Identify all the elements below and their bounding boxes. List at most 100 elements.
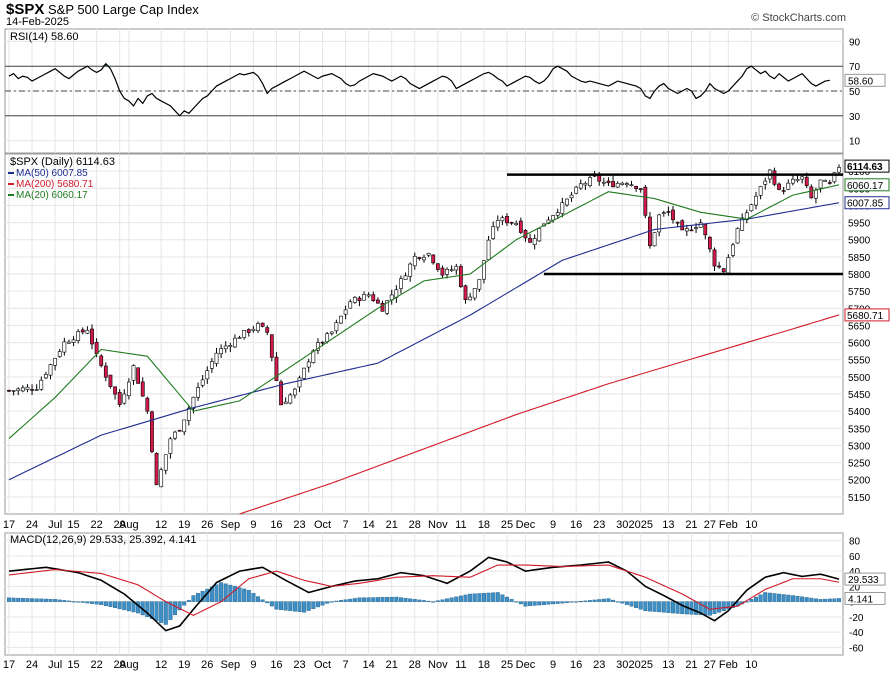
candle	[343, 305, 348, 320]
candle-body	[528, 238, 532, 243]
candle	[62, 337, 67, 356]
candle-body	[302, 367, 307, 379]
price-tick-label: 5600	[848, 339, 871, 350]
candle-body	[48, 364, 53, 376]
macd-histogram-bar	[417, 599, 422, 602]
macd-histogram-bar	[62, 600, 67, 602]
macd-histogram-bar	[80, 601, 85, 603]
candle-body	[818, 179, 823, 189]
macd-histogram-bar	[20, 598, 25, 602]
macd-tick-label: -40	[849, 628, 864, 639]
x-tick-label: Aug	[119, 659, 139, 671]
macd-histogram-bar	[246, 589, 251, 602]
chart-date: 14-Feb-2025	[6, 16, 69, 28]
candle-body	[758, 186, 763, 196]
macd-histogram-bar	[721, 601, 726, 611]
candle	[435, 263, 440, 272]
candle	[652, 232, 657, 247]
candle	[417, 256, 422, 261]
macd-histogram-bar	[588, 600, 593, 602]
macd-histogram-bar	[445, 598, 450, 602]
candle-body	[136, 367, 141, 384]
macd-histogram-bar	[6, 597, 11, 602]
candle-body	[339, 315, 343, 324]
candle-body	[362, 294, 366, 301]
macd-histogram-bar	[66, 600, 71, 602]
rsi-value-label: 58.60	[848, 76, 873, 87]
rsi-tick-label: 70	[849, 62, 861, 73]
candle	[196, 382, 200, 401]
macd-histogram-bar	[122, 601, 127, 611]
price-tick-label: 5900	[848, 236, 871, 247]
candle-body	[638, 188, 643, 190]
macd-histogram-bar	[620, 601, 625, 604]
macd-histogram-bar	[643, 601, 648, 611]
candle	[786, 179, 791, 191]
macd-histogram-bar	[214, 584, 219, 602]
candle-body	[698, 222, 703, 228]
macd-histogram-bar	[574, 601, 579, 603]
x-tick-label: 21	[685, 519, 697, 531]
macd-histogram-bar	[196, 593, 201, 602]
price-tick-label: 5200	[848, 476, 871, 487]
x-tick-label: 9	[250, 519, 256, 531]
macd-histogram-bar	[703, 601, 708, 616]
x-tick-label: 15	[67, 659, 79, 671]
candle-body	[205, 370, 210, 380]
candle	[90, 324, 94, 350]
macd-histogram-bar	[657, 601, 662, 613]
candle-body	[804, 176, 809, 186]
macd-histogram-bar	[242, 588, 247, 602]
macd-tick-label: -20	[849, 613, 864, 624]
candle-body	[620, 182, 625, 185]
candle-body	[694, 227, 698, 229]
candle	[500, 215, 505, 226]
macd-tick-label: 80	[849, 537, 861, 548]
x-tick-label: 24	[26, 519, 38, 531]
macd-histogram-bar	[777, 593, 782, 602]
candle-body	[39, 379, 44, 390]
macd-histogram-bar	[366, 597, 371, 602]
macd-histogram-bar	[800, 596, 805, 602]
candle	[306, 358, 311, 373]
candle	[39, 376, 44, 391]
macd-histogram-bar	[34, 598, 39, 602]
x-tick-label: 16	[570, 519, 582, 531]
x-tick-label: 22	[90, 659, 102, 671]
candle-body	[209, 361, 214, 369]
macd-histogram-bar	[288, 601, 293, 611]
candle-body	[509, 221, 514, 224]
macd-histogram-bar	[435, 600, 440, 602]
x-tick-label: Feb	[719, 659, 738, 671]
candle	[698, 219, 703, 228]
candle-body	[555, 212, 560, 216]
candle-body	[675, 221, 680, 224]
candle	[588, 175, 592, 188]
candle-body	[754, 195, 758, 206]
candle-body	[380, 302, 385, 312]
macd-histogram-bar	[408, 598, 413, 602]
candle-body	[242, 330, 247, 338]
candle	[7, 389, 11, 392]
macd-histogram-bar	[583, 600, 588, 602]
macd-value-box	[844, 591, 886, 605]
macd-histogram-bar	[43, 598, 48, 602]
price-label: $SPX (Daily) 6114.63	[10, 156, 115, 168]
candle-body	[518, 220, 523, 233]
legend-entry: MA(200) 5680.71	[16, 179, 94, 190]
candle	[426, 252, 431, 258]
candle-body	[569, 194, 574, 199]
x-tick-label: 23	[593, 519, 605, 531]
x-tick-label: Aug	[119, 519, 139, 531]
candle	[283, 397, 288, 405]
candle	[514, 220, 519, 226]
candle	[528, 233, 532, 243]
macd-histogram-bar	[265, 601, 270, 604]
macd-histogram-bar	[477, 593, 482, 602]
macd-histogram-bar	[786, 594, 791, 602]
candle	[233, 334, 237, 348]
price-tick-label: 5650	[848, 321, 871, 332]
candle	[509, 221, 514, 226]
candle	[560, 197, 565, 218]
candle-body	[606, 180, 611, 184]
